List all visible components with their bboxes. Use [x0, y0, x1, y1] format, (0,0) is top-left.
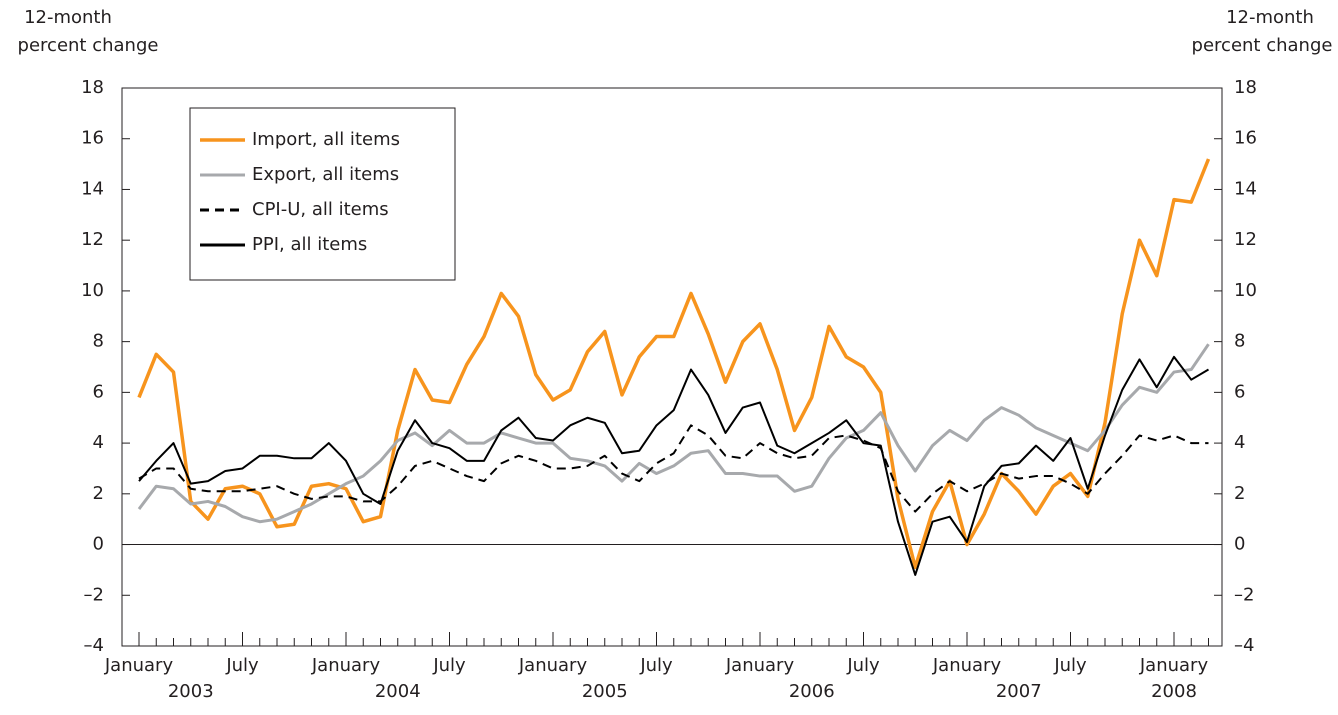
x-tick-label: January: [725, 655, 795, 676]
year-label: 2006: [789, 681, 835, 702]
y2-tick-label: 6: [1234, 381, 1245, 402]
y-tick-label: 0: [93, 534, 104, 555]
series-line: [137, 343, 1210, 524]
y2-axis-title: 12-month: [1226, 7, 1314, 28]
x-tick-label: July: [846, 655, 880, 676]
y-tick-label: –4: [84, 635, 104, 656]
legend-label: Export, all items: [252, 164, 399, 185]
x-tick-label: January: [932, 655, 1002, 676]
x-tick-label: January: [104, 655, 174, 676]
y-tick-label: 18: [81, 77, 104, 98]
series-line: [137, 158, 1211, 570]
y2-axis-title: percent change: [1192, 35, 1333, 56]
y2-tick-label: 10: [1234, 280, 1257, 301]
y-axis-title: 12-month: [24, 7, 112, 28]
y2-tick-label: –4: [1234, 635, 1254, 656]
y2-tick-label: 18: [1234, 77, 1257, 98]
x-tick-label: January: [1139, 655, 1209, 676]
y-tick-label: 10: [81, 280, 104, 301]
x-tick-label: January: [518, 655, 588, 676]
y2-tick-label: 8: [1234, 331, 1245, 352]
legend-label: PPI, all items: [252, 234, 367, 255]
series-line: [138, 355, 1210, 576]
y2-tick-label: 12: [1234, 229, 1257, 250]
y-tick-label: 2: [93, 483, 104, 504]
legend-label: CPI-U, all items: [252, 199, 389, 220]
y2-tick-label: –2: [1234, 584, 1254, 605]
plot-frame: [121, 87, 1223, 647]
y-tick-label: 4: [93, 432, 104, 453]
year-label: 2005: [582, 681, 628, 702]
y2-tick-label: 2: [1234, 483, 1245, 504]
y2-tick-label: 4: [1234, 432, 1245, 453]
x-tick-label: July: [432, 655, 466, 676]
year-label: 2008: [1151, 681, 1197, 702]
legend-box: [189, 107, 456, 281]
y-tick-label: 14: [81, 178, 104, 199]
year-label: 2003: [168, 681, 214, 702]
series-line: [138, 424, 1209, 513]
x-tick-label: July: [1053, 655, 1087, 676]
x-tick-label: July: [225, 655, 259, 676]
y-axis-title: percent change: [18, 35, 159, 56]
y-tick-label: 6: [93, 381, 104, 402]
y-tick-label: 8: [93, 331, 104, 352]
x-tick-label: July: [639, 655, 673, 676]
y-tick-label: –2: [84, 584, 104, 605]
year-label: 2004: [375, 681, 421, 702]
y2-tick-label: 0: [1234, 534, 1245, 555]
y-tick-label: 12: [81, 229, 104, 250]
y2-tick-label: 14: [1234, 178, 1257, 199]
legend-label: Import, all items: [252, 129, 400, 150]
y-tick-label: 16: [81, 128, 104, 149]
y2-tick-label: 16: [1234, 128, 1257, 149]
x-tick-label: January: [311, 655, 381, 676]
year-label: 2007: [996, 681, 1042, 702]
